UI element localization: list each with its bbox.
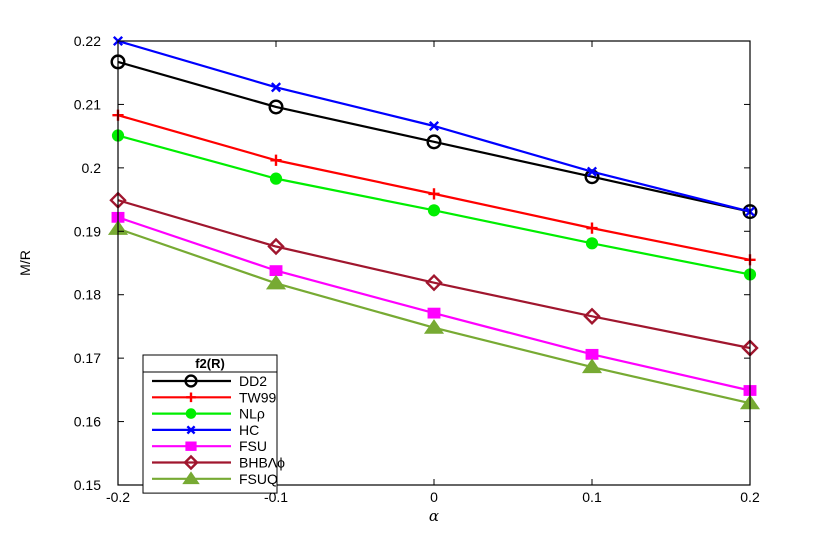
y-tick-label: 0.18 [74, 287, 101, 303]
x-tick-label: 0.2 [740, 489, 760, 505]
legend-box [142, 354, 278, 494]
legend-item-0: DD2 [152, 373, 267, 389]
data-point [268, 99, 284, 115]
legend-label: BHBΛϕ [239, 455, 285, 471]
data-point [427, 307, 441, 319]
data-point [267, 237, 285, 256]
legend-marker [185, 408, 197, 419]
legend-marker [183, 454, 199, 471]
legend-marker [186, 392, 196, 403]
y-tick-label: 0.16 [74, 414, 101, 430]
data-point [109, 191, 127, 209]
legend-label: TW99 [239, 389, 277, 405]
series-5 [109, 191, 759, 357]
legend-label: FSU [239, 438, 267, 454]
legend-marker [184, 374, 198, 388]
y-tick-label: 0.19 [74, 223, 101, 239]
legend-marker [182, 471, 200, 485]
data-point [425, 273, 443, 292]
x-axis-title: α [429, 507, 439, 525]
series-layer [107, 35, 761, 410]
legend-label: HC [239, 422, 259, 438]
data-point [586, 166, 598, 177]
x-tick-label: 0 [430, 489, 438, 505]
data-point [428, 120, 440, 132]
series-line [117, 199, 751, 350]
y-tick-label: 0.21 [74, 96, 101, 112]
y-tick-label: 0.2 [82, 160, 102, 176]
ticks-layer: -0.2 -0.1 0 0.1 0.20.150.160.170.180.190.20.… [74, 33, 760, 505]
x-tick-label: 0.1 [582, 489, 602, 505]
y-axis-title: M/R [17, 250, 33, 276]
data-point [269, 172, 283, 185]
data-point [581, 358, 603, 374]
data-point [741, 339, 759, 357]
legend-label: DD2 [239, 373, 267, 389]
legend-marker [185, 441, 197, 451]
y-tick-label: 0.22 [74, 33, 101, 49]
legend-item-4: FSU [152, 438, 267, 454]
data-point [270, 82, 282, 93]
data-point [423, 319, 445, 334]
legend-item-6: FSUQ [152, 471, 278, 487]
data-point [585, 348, 599, 360]
series-line [117, 60, 751, 213]
data-point [583, 307, 601, 325]
legend-title: f2(R) [195, 356, 225, 371]
legend-label: NLρ [239, 406, 265, 422]
legend-item-5: BHBΛϕ [152, 455, 285, 471]
data-point [270, 154, 282, 166]
data-point [586, 222, 598, 234]
legend-item-1: TW99 [152, 389, 277, 405]
y-tick-label: 0.17 [74, 350, 101, 366]
data-point [265, 274, 287, 290]
data-point [428, 188, 440, 200]
data-point [427, 204, 441, 217]
y-tick-label: 0.15 [74, 477, 101, 493]
data-point [426, 134, 442, 150]
legend-marker [186, 425, 196, 435]
series-3 [112, 35, 756, 217]
legend-item-3: HC [152, 422, 259, 438]
legend-label: FSUQ [239, 471, 278, 487]
x-tick-label: -0.2 [106, 489, 130, 505]
legend-item-2: NLρ [152, 406, 265, 422]
data-point [269, 265, 283, 277]
data-point [585, 237, 599, 250]
series-2 [111, 129, 757, 281]
